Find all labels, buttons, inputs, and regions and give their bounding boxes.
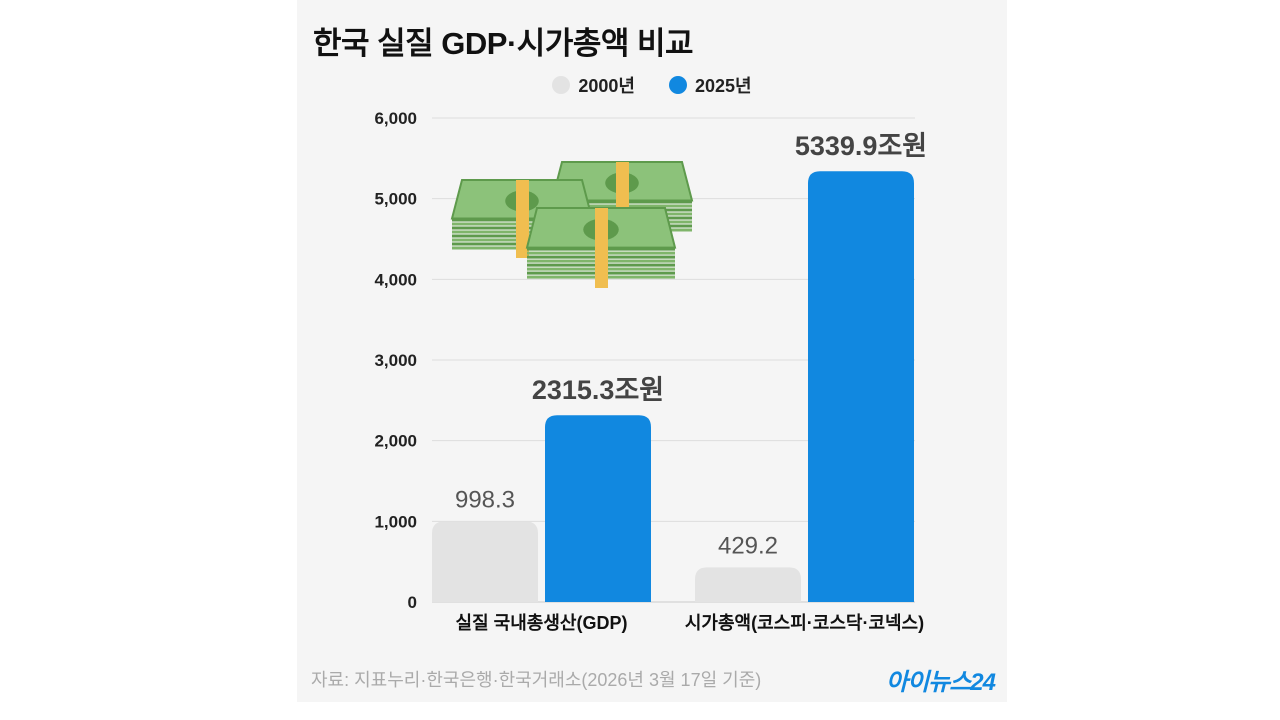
y-tick-label: 5,000 bbox=[374, 190, 417, 209]
legend-label: 2000년 bbox=[578, 76, 635, 96]
y-tick-label: 3,000 bbox=[374, 351, 417, 370]
legend-swatch-2000 bbox=[552, 76, 571, 94]
y-tick-label: 0 bbox=[408, 593, 417, 612]
legend-label: 2025년 bbox=[695, 76, 752, 96]
bar-2000 bbox=[432, 521, 538, 602]
legend-item-2000: 2000년 bbox=[552, 72, 635, 98]
bar-2025 bbox=[545, 415, 651, 602]
y-tick-label: 6,000 bbox=[374, 109, 417, 128]
chart-panel: 한국 실질 GDP·시가총액 비교 2000년 2025년 0 1,000 2,00… bbox=[297, 0, 1007, 702]
data-label: 429.2 bbox=[718, 532, 778, 559]
legend-item-2025: 2025년 bbox=[669, 72, 752, 98]
chart-title: 한국 실질 GDP·시가총액 비교 bbox=[313, 26, 694, 61]
y-tick-label: 2,000 bbox=[374, 432, 417, 451]
legend: 2000년 2025년 bbox=[297, 72, 1007, 98]
x-category-label: 시가총액(코스피·코스닥·코넥스) bbox=[685, 613, 924, 633]
y-tick-label: 4,000 bbox=[374, 270, 417, 289]
source-note: 자료: 지표누리·한국은행·한국거래소(2026년 3월 17일 기준) bbox=[311, 670, 762, 690]
bar-chart: 0 1,000 2,000 3,000 4,000 5,000 6,000 998.3 231… bbox=[374, 109, 927, 633]
money-stacks-icon bbox=[450, 161, 694, 288]
publisher-logo: 아이뉴스24 bbox=[885, 669, 996, 696]
y-tick-label: 1,000 bbox=[374, 512, 417, 531]
legend-swatch-2025 bbox=[669, 76, 687, 94]
data-label: 2315.3조원 bbox=[532, 375, 664, 405]
data-label: 5339.9조원 bbox=[795, 131, 927, 161]
x-category-label: 실질 국내총생산(GDP) bbox=[456, 613, 628, 633]
data-label: 998.3 bbox=[455, 486, 515, 513]
bar-2000 bbox=[695, 567, 801, 602]
bar-2025 bbox=[808, 171, 914, 603]
